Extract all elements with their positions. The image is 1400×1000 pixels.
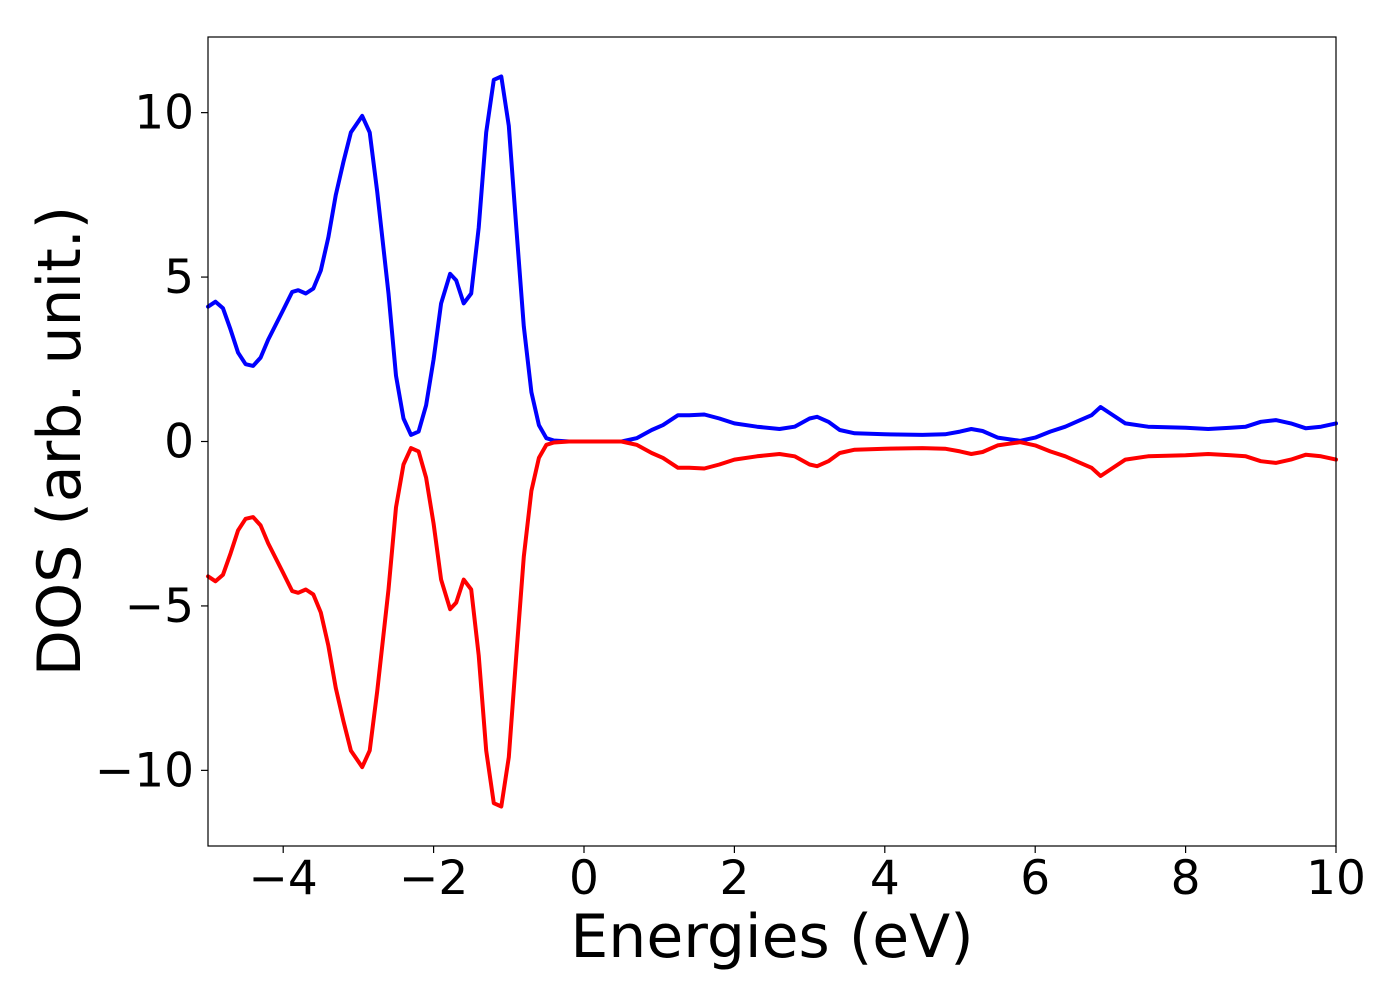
x-axis-label: Energies (eV)	[570, 902, 973, 972]
x-tick-label: 4	[870, 851, 900, 906]
x-tick-label: 6	[1020, 851, 1050, 906]
x-tick-label: −4	[249, 851, 318, 906]
y-axis-label: DOS (arb. unit.)	[25, 206, 95, 676]
y-tick-label: 10	[134, 86, 194, 141]
x-tick-label: 0	[569, 851, 599, 906]
x-tick-label: 8	[1171, 851, 1201, 906]
y-tick-label: −10	[95, 743, 194, 798]
y-tick-label: 0	[164, 415, 194, 470]
series-layer	[206, 74, 1338, 809]
x-tick-label: −2	[399, 851, 468, 906]
x-tick-label: 2	[719, 851, 749, 906]
x-tick-label: 10	[1306, 851, 1366, 906]
x-axis-ticks: −4 −2 0 2 4 6 8 10	[249, 846, 1366, 906]
y-tick-label: 5	[164, 250, 194, 305]
series-line-1	[206, 439, 1338, 809]
y-axis-ticks: −10 −5 0 5 10	[95, 86, 208, 798]
y-tick-label: −5	[125, 579, 194, 634]
